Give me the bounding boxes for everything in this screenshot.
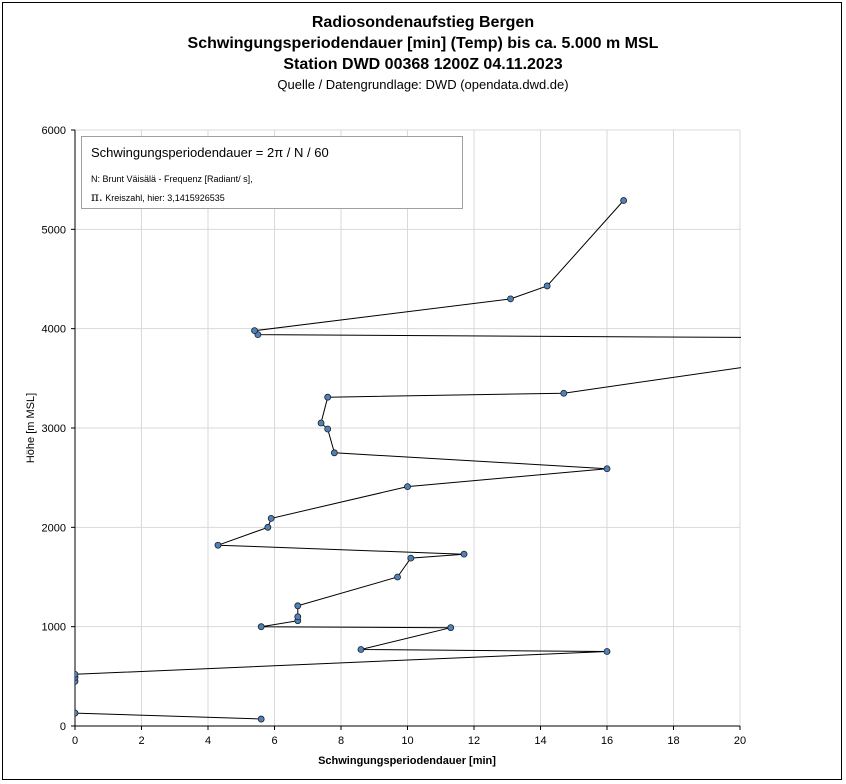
pi-symbol: π. bbox=[91, 190, 103, 204]
x-tick-label: 18 bbox=[667, 735, 679, 747]
y-tick-label: 3000 bbox=[42, 423, 66, 435]
legend-box: Schwingungsperiodendauer = 2π / N / 60 N… bbox=[81, 136, 463, 209]
data-point bbox=[603, 648, 611, 655]
data-point bbox=[267, 514, 275, 522]
data-point bbox=[407, 554, 415, 562]
chart-title: Radiosondenaufstieg Bergen bbox=[311, 14, 535, 31]
data-point bbox=[620, 197, 628, 204]
chart-source: Quelle / Datengrundlage: DWD (opendata.d… bbox=[277, 77, 569, 92]
series-group bbox=[75, 197, 741, 723]
x-tick-label: 20 bbox=[734, 735, 746, 747]
data-point bbox=[560, 389, 568, 397]
y-tick-label: 2000 bbox=[42, 522, 66, 534]
data-point bbox=[75, 670, 79, 678]
data-point bbox=[251, 327, 258, 335]
y-axis-title: Höhe [m MSL] bbox=[25, 392, 37, 464]
data-point bbox=[257, 715, 265, 723]
x-tick-label: 16 bbox=[601, 735, 613, 747]
legend-pi-text: Kreiszahl, hier: 3,1415926535 bbox=[105, 193, 225, 203]
data-point bbox=[324, 425, 332, 433]
x-tick-label: 4 bbox=[205, 735, 211, 747]
x-tick-label: 12 bbox=[468, 735, 480, 747]
data-point bbox=[460, 550, 468, 558]
data-point bbox=[507, 295, 514, 303]
data-point bbox=[294, 613, 302, 621]
data-point bbox=[214, 541, 222, 549]
x-axis-title: Schwingungsperiodendauer [min] bbox=[318, 755, 496, 767]
legend-n-definition: N: Brunt Väisälä - Frequenz [Radiant/ s]… bbox=[91, 174, 253, 184]
data-point bbox=[447, 624, 455, 632]
x-tick-label: 8 bbox=[338, 735, 344, 747]
chart-subtitle-1: Schwingungsperiodendauer [min] (Temp) bi… bbox=[187, 35, 659, 52]
y-tick-label: 4000 bbox=[42, 324, 66, 336]
chart-titles: Radiosondenaufstieg Bergen Schwingungspe… bbox=[0, 12, 846, 94]
data-point bbox=[404, 483, 411, 491]
y-tick-label: 5000 bbox=[42, 224, 66, 236]
data-point bbox=[324, 393, 332, 401]
data-point bbox=[294, 602, 302, 610]
y-tick-label: 6000 bbox=[42, 125, 66, 137]
x-tick-label: 6 bbox=[271, 735, 277, 747]
data-point bbox=[603, 465, 611, 473]
legend-formula: Schwingungsperiodendauer = 2π / N / 60 bbox=[91, 145, 329, 160]
data-point bbox=[75, 709, 79, 717]
x-tick-label: 2 bbox=[138, 735, 144, 747]
x-tick-label: 10 bbox=[401, 735, 413, 747]
data-point bbox=[394, 573, 401, 581]
y-tick-label: 1000 bbox=[42, 622, 66, 634]
data-point bbox=[257, 623, 265, 631]
x-tick-label: 0 bbox=[72, 735, 78, 747]
chart-subtitle-2: Station DWD 00368 1200Z 04.11.2023 bbox=[283, 56, 563, 73]
data-point bbox=[543, 282, 551, 290]
data-point bbox=[330, 449, 338, 457]
data-point bbox=[357, 646, 365, 653]
x-tick-label: 14 bbox=[534, 735, 546, 747]
data-point bbox=[317, 419, 325, 427]
data-point bbox=[264, 523, 272, 531]
series-line bbox=[75, 200, 741, 720]
y-tick-label: 0 bbox=[60, 721, 66, 733]
legend-pi-definition: π. Kreiszahl, hier: 3,1415926535 bbox=[91, 190, 225, 204]
